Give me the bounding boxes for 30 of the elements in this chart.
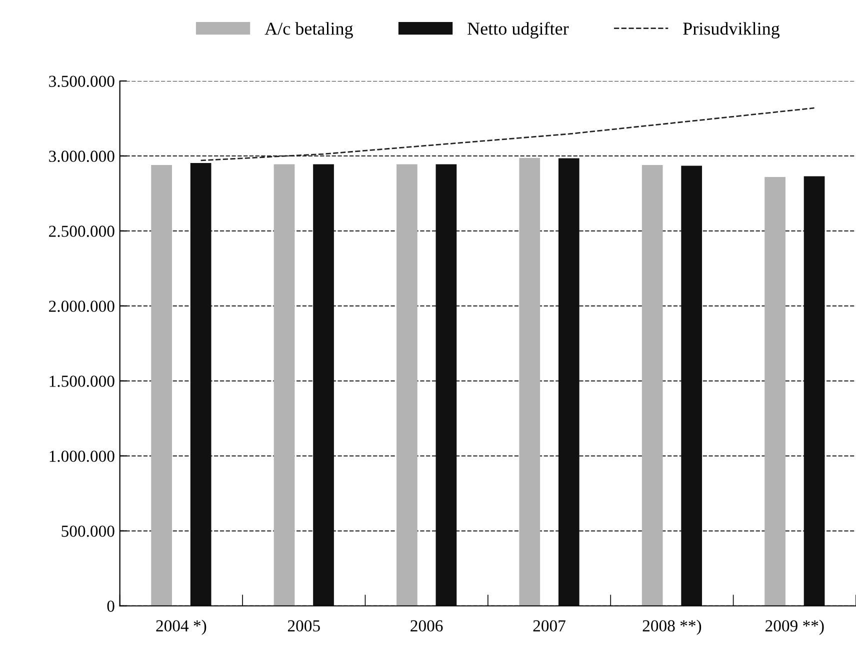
- bar: [764, 176, 786, 606]
- bar: [274, 164, 295, 606]
- bar: [436, 164, 457, 606]
- x-tick-label: 2007: [533, 620, 566, 632]
- y-tick-label: 1.000.000: [50, 450, 114, 462]
- x-tick-label: 2008 **): [642, 620, 702, 635]
- legend-label: A/c betaling: [264, 22, 353, 39]
- bar: [151, 164, 172, 606]
- x-tick-label: 2005: [288, 620, 320, 632]
- bar: [804, 176, 825, 606]
- y-tick-label: 1.500.000: [50, 376, 114, 387]
- bar: [519, 158, 540, 606]
- x-tick-label: 2006: [410, 620, 443, 632]
- y-tick-label: 2.000.000: [49, 300, 114, 312]
- x-tick-label: 2004 *): [156, 620, 206, 635]
- y-tick-label: 2.500.000: [49, 226, 114, 237]
- legend-label: Netto udgifter: [468, 22, 569, 39]
- y-tick-label: 3.500.000: [49, 76, 114, 88]
- legend-label: Prisudvikling: [683, 22, 780, 39]
- bar: [642, 164, 663, 606]
- y-tick-label: 3.000.000: [49, 150, 114, 162]
- x-tick-label: 2009 **): [766, 620, 824, 635]
- bar: [558, 158, 580, 606]
- bar: [681, 166, 702, 606]
- bar: [396, 164, 418, 606]
- y-tick-label: 0: [107, 600, 114, 612]
- line-series: [200, 107, 815, 162]
- bar: [190, 163, 212, 606]
- bar: [313, 164, 334, 606]
- y-tick-label: 500.000: [62, 526, 114, 537]
